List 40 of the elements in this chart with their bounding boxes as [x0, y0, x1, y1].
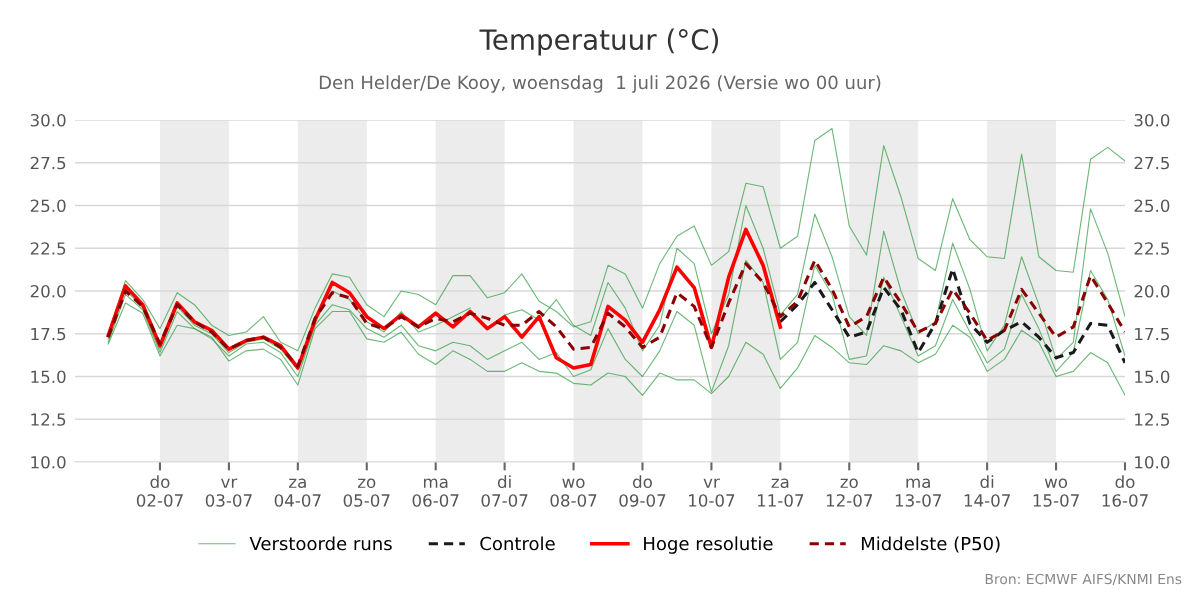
x-tick-label: zo 05-07 [343, 478, 390, 507]
legend-label: Hoge resolutie [644, 536, 773, 554]
y-tick-label: 27.5 [30, 156, 66, 170]
y2-tick-label: 10.0 [1135, 455, 1170, 469]
y2-tick-label: 17.5 [1135, 327, 1169, 341]
x-tick-label: ma 06-07 [412, 478, 459, 507]
y-tick-label: 10.0 [31, 455, 66, 469]
x-tick-label: vr 03-07 [205, 478, 252, 507]
y-tick-label: 20.0 [30, 284, 66, 298]
x-tick-label: di 14-07 [964, 475, 1010, 507]
legend-label: Verstoorde runs [249, 536, 392, 551]
y2-tick-label: 12.5 [1135, 413, 1169, 426]
y-tick-label: 12.5 [31, 413, 66, 426]
x-tick-label: di 07-07 [481, 475, 528, 507]
y-tick-label: 17.5 [31, 327, 66, 341]
x-tick-label: do 02-07 [136, 475, 183, 507]
chart-subtitle: Den Helder/De Kooy, woensdag 1 juli 2026 (Versie wo 00 uur) [319, 75, 881, 93]
x-tick-label: zo 12-07 [826, 478, 873, 507]
y2-tick-label: 15.0 [1135, 370, 1170, 384]
x-tick-label: wo 08-07 [550, 478, 597, 507]
y-tick-label: 25.0 [30, 199, 66, 213]
x-tick-label: vr 10-07 [689, 478, 735, 507]
legend-label: Middelste (P50) [861, 536, 1000, 553]
x-tick-label: wo 15-07 [1033, 478, 1079, 507]
x-tick-label: do 16-07 [1102, 475, 1148, 507]
x-tick-label: za 11-07 [757, 478, 804, 507]
x-tick-label: za 04-07 [274, 478, 321, 507]
x-tick-label: do 09-07 [619, 475, 666, 507]
legend-label: Controle [480, 536, 555, 551]
y-tick-label: 22.5 [30, 242, 66, 255]
x-tick-label: ma 13-07 [895, 478, 941, 507]
y-tick-label: 15.0 [31, 370, 66, 384]
chart-title: Temperatuur (°C) [479, 28, 719, 56]
y2-tick-label: 20.0 [1134, 284, 1170, 298]
y2-tick-label: 22.5 [1134, 242, 1169, 255]
y2-tick-label: 30.0 [1134, 113, 1170, 127]
y2-tick-label: 27.5 [1134, 156, 1169, 170]
y-tick-label: 30.0 [30, 113, 66, 127]
text: Bron: ECMWF AIFS/KNMI Ens [985, 573, 1182, 586]
y2-tick-label: 25.0 [1134, 199, 1170, 213]
